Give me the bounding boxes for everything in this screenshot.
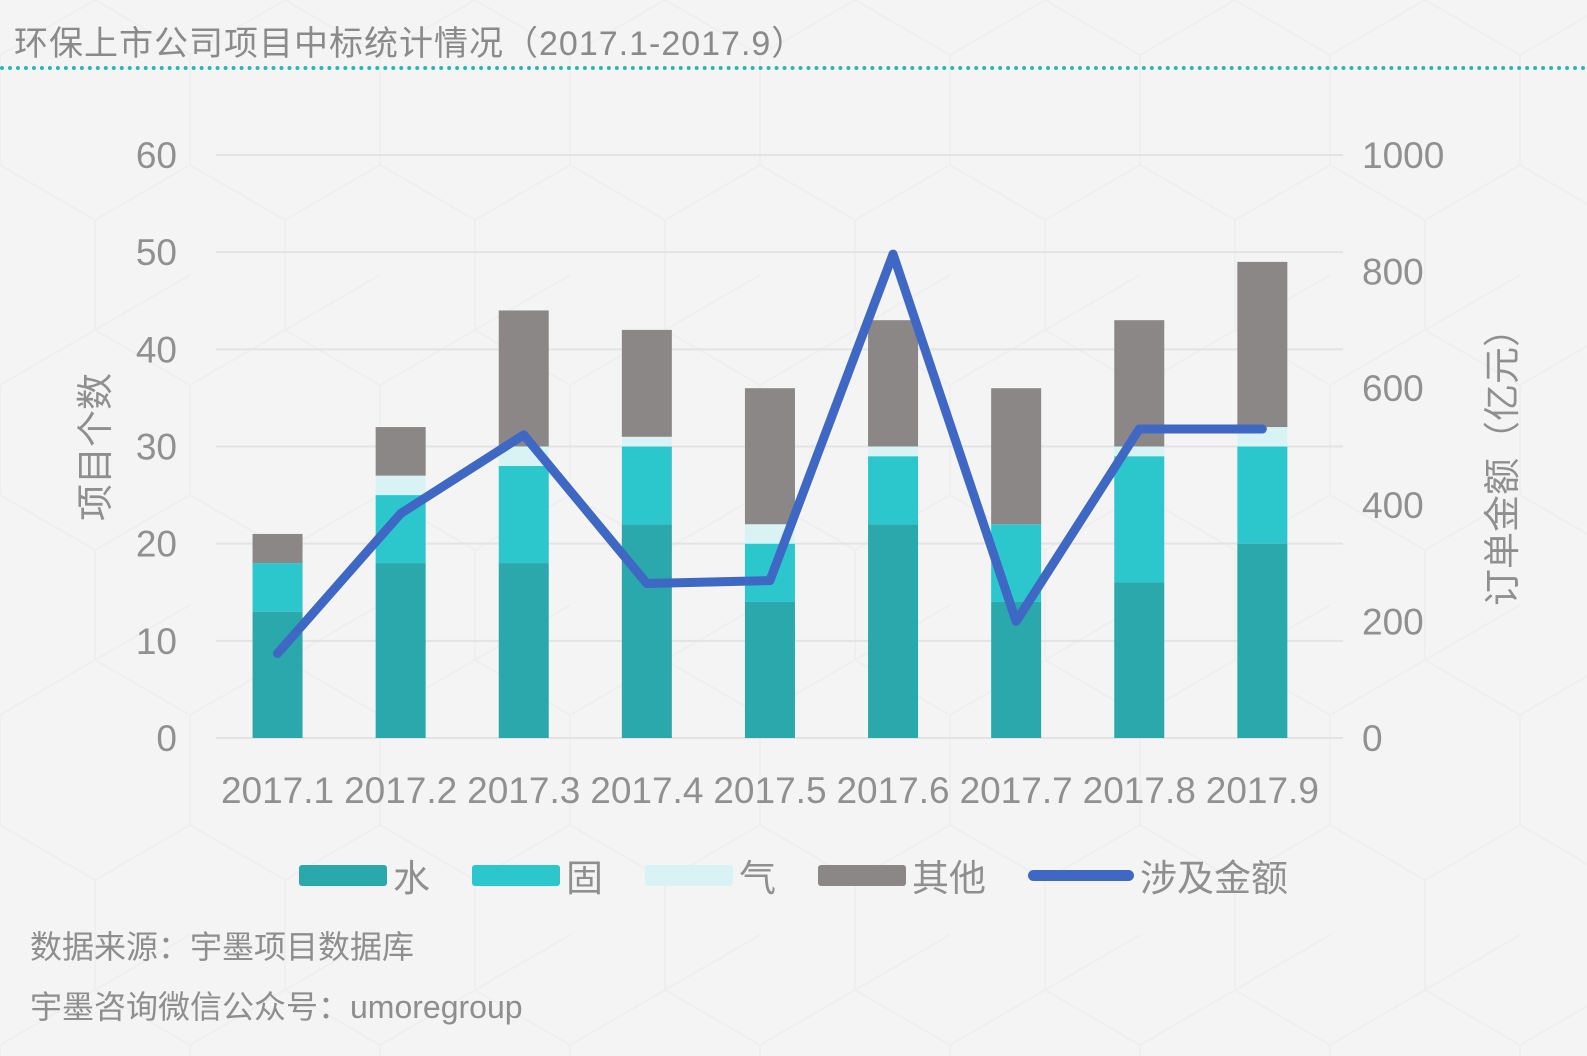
bar-segment-水 bbox=[868, 524, 919, 738]
bar-segment-其他 bbox=[1237, 261, 1288, 428]
right-axis-tick-label: 200 bbox=[1362, 601, 1424, 642]
legend-swatch-water bbox=[299, 864, 387, 886]
legend-line-swatch bbox=[1028, 869, 1134, 881]
left-axis-tick-label: 20 bbox=[136, 524, 177, 565]
x-axis-tick-label: 2017.1 bbox=[221, 770, 334, 811]
x-axis-tick-label: 2017.5 bbox=[713, 770, 826, 811]
legend-item-amount: 涉及金额 bbox=[1028, 848, 1288, 902]
right-axis-tick-label: 800 bbox=[1362, 252, 1424, 293]
bar-segment-固 bbox=[868, 456, 919, 525]
amount-line bbox=[273, 249, 1267, 658]
chart-legend: 水 固 气 其他 涉及金额 bbox=[0, 848, 1587, 902]
bar-segment-固 bbox=[252, 563, 303, 612]
bar-segment-其他 bbox=[991, 388, 1042, 525]
bar-segment-其他 bbox=[744, 388, 795, 525]
data-source-note: 数据来源：宇墨项目数据库 bbox=[30, 929, 415, 965]
right-axis-title: 订单金额（亿元） bbox=[1482, 310, 1523, 606]
bar-segment-气 bbox=[375, 475, 426, 496]
bar-segment-水 bbox=[498, 563, 549, 738]
x-axis-tick-label: 2017.2 bbox=[344, 770, 457, 811]
left-axis-tick-label: 50 bbox=[136, 232, 177, 273]
legend-swatch-other bbox=[818, 864, 906, 886]
x-axis-tick-label: 2017.3 bbox=[467, 770, 580, 811]
x-axis-tick-label: 2017.6 bbox=[836, 770, 949, 811]
legend-item-gas: 气 bbox=[645, 848, 776, 902]
x-axis-tick-label: 2017.7 bbox=[960, 770, 1073, 811]
bar-segment-水 bbox=[1114, 582, 1165, 738]
right-axis-tick-label: 0 bbox=[1362, 718, 1383, 759]
left-axis-tick-label: 0 bbox=[156, 718, 177, 759]
right-axis-tick-label: 1000 bbox=[1362, 135, 1444, 176]
bar-segment-其他 bbox=[621, 329, 672, 437]
bar-segment-固 bbox=[621, 446, 672, 525]
legend-swatch-gas bbox=[645, 864, 733, 886]
legend-label: 气 bbox=[739, 858, 776, 899]
bar-segment-水 bbox=[375, 563, 426, 738]
bar-segment-气 bbox=[868, 446, 919, 457]
page-title: 环保上市公司项目中标统计情况（2017.1-2017.9） bbox=[14, 25, 807, 63]
bar-segment-固 bbox=[1114, 456, 1165, 583]
x-axis-tick-label: 2017.8 bbox=[1083, 770, 1196, 811]
bar-segment-气 bbox=[1114, 446, 1165, 457]
legend-label: 水 bbox=[393, 858, 430, 899]
left-axis-title: 项目个数 bbox=[75, 373, 116, 521]
x-axis-tick-label: 2017.9 bbox=[1206, 770, 1319, 811]
bar-segment-其他 bbox=[252, 533, 303, 564]
bar-segment-其他 bbox=[375, 427, 426, 476]
legend-label: 其他 bbox=[912, 858, 986, 899]
bar-segment-水 bbox=[1237, 543, 1288, 738]
left-axis-tick-label: 30 bbox=[136, 427, 177, 468]
left-axis-tick-label: 40 bbox=[136, 329, 177, 370]
legend-item-other: 其他 bbox=[818, 848, 986, 902]
right-axis-tick-label: 400 bbox=[1362, 485, 1424, 526]
legend-item-water: 水 bbox=[299, 848, 430, 902]
wechat-account-note: 宇墨咨询微信公众号：umoregroup bbox=[30, 989, 523, 1025]
left-axis-tick-label: 60 bbox=[136, 135, 177, 176]
legend-label: 涉及金额 bbox=[1140, 858, 1288, 899]
legend-label: 固 bbox=[566, 858, 603, 899]
legend-swatch-solid bbox=[472, 864, 560, 886]
bar-segment-其他 bbox=[868, 320, 919, 447]
left-axis-tick-label: 10 bbox=[136, 621, 177, 662]
bar-segment-水 bbox=[744, 601, 795, 738]
bar-segment-固 bbox=[498, 465, 549, 564]
legend-item-solid: 固 bbox=[472, 848, 603, 902]
bar-segment-气 bbox=[621, 436, 672, 447]
bar-segment-固 bbox=[1237, 446, 1288, 544]
x-axis-tick-label: 2017.4 bbox=[590, 770, 703, 811]
bar-segment-其他 bbox=[498, 310, 549, 447]
right-axis-tick-label: 600 bbox=[1362, 368, 1424, 409]
title-divider bbox=[0, 66, 1587, 70]
